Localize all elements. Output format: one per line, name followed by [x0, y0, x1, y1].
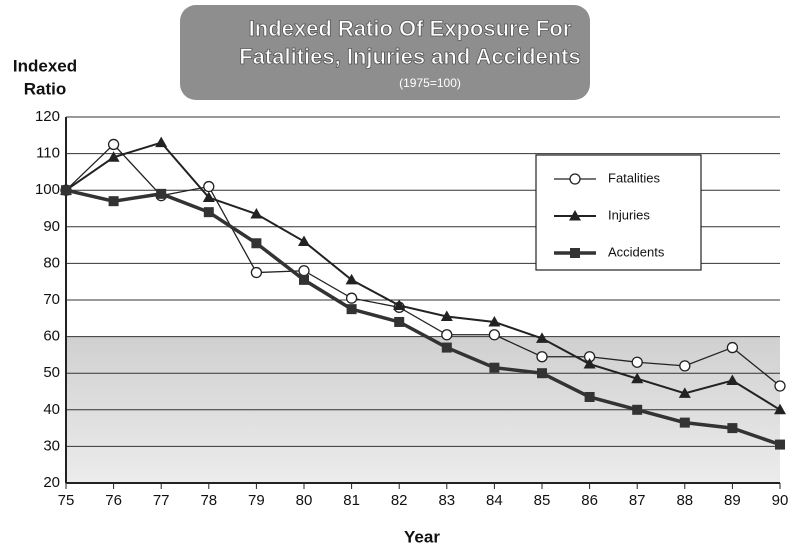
point: [569, 210, 581, 221]
point: [632, 404, 643, 415]
point: [775, 439, 785, 450]
point: [61, 185, 71, 196]
y-tick-label: 80: [43, 254, 60, 271]
x-tick-label: 80: [296, 492, 313, 509]
point: [631, 372, 644, 384]
point: [251, 238, 262, 249]
point: [678, 387, 691, 398]
point: [488, 315, 501, 327]
point: [203, 180, 215, 193]
legend-label: Fatalities: [608, 170, 661, 185]
point: [250, 207, 263, 219]
chart-subtitle: (1975=100): [399, 76, 461, 90]
x-tick-label: 81: [343, 492, 360, 509]
x-tick-label: 85: [534, 492, 551, 509]
y-tick-label: 100: [35, 181, 60, 198]
point: [536, 332, 548, 343]
point: [774, 403, 786, 415]
series-line: [65, 143, 781, 387]
point: [298, 235, 310, 246]
point: [345, 292, 358, 304]
y-axis-title: Ratio: [24, 79, 67, 98]
point: [489, 362, 500, 373]
y-tick-label: 60: [43, 328, 60, 345]
point: [537, 368, 547, 379]
legend-label: Accidents: [608, 244, 665, 259]
chart-title: Fatalities, Injuries and Accidents: [239, 44, 581, 69]
point: [299, 274, 309, 285]
point: [298, 265, 310, 277]
point: [155, 136, 168, 148]
series-line: [65, 188, 781, 447]
point: [631, 356, 643, 368]
point: [584, 391, 595, 402]
point: [726, 341, 739, 354]
point: [345, 273, 358, 285]
point: [569, 173, 581, 185]
point: [107, 138, 120, 151]
point: [679, 417, 690, 428]
point: [156, 188, 167, 199]
x-tick-label: 78: [200, 492, 217, 509]
x-tick-label: 83: [438, 492, 455, 509]
x-tick-label: 90: [772, 492, 789, 509]
x-tick-label: 82: [391, 492, 408, 509]
x-tick-label: 75: [58, 492, 75, 509]
y-tick-label: 110: [36, 145, 60, 162]
point: [441, 329, 453, 341]
x-tick-label: 87: [629, 492, 646, 509]
point: [774, 380, 786, 392]
y-tick-label: 70: [43, 291, 60, 308]
legend-label: Injuries: [608, 207, 650, 222]
x-tick-label: 86: [581, 492, 598, 509]
y-tick-label: 120: [35, 108, 60, 125]
x-tick-label: 84: [486, 492, 503, 509]
y-tick-label: 90: [43, 218, 60, 235]
legend-box: [535, 154, 702, 271]
point: [393, 299, 406, 310]
y-tick-label: 50: [43, 364, 60, 381]
point: [203, 207, 214, 218]
x-axis-title: Year: [404, 527, 440, 546]
y-tick-label: 20: [43, 474, 60, 491]
point: [250, 266, 263, 279]
x-tick-label: 76: [105, 492, 122, 509]
point: [679, 360, 691, 372]
y-tick-label: 40: [43, 401, 60, 418]
point: [107, 151, 120, 162]
x-tick-label: 89: [724, 492, 741, 509]
point: [570, 248, 580, 258]
point: [727, 423, 738, 434]
point: [583, 358, 596, 369]
series-line: [65, 141, 781, 411]
y-tick-label: 30: [43, 437, 60, 454]
y-axis-title: Indexed: [13, 56, 77, 75]
point: [346, 304, 357, 315]
point: [488, 329, 501, 341]
point: [726, 374, 739, 386]
point: [108, 196, 119, 207]
point: [536, 351, 548, 363]
point: [202, 191, 215, 203]
title-box: [180, 5, 590, 100]
point: [440, 310, 453, 321]
chart-title: Indexed Ratio Of Exposure For: [249, 16, 572, 41]
x-tick-label: 79: [248, 492, 265, 509]
x-tick-label: 88: [676, 492, 693, 509]
point: [394, 316, 405, 327]
point: [441, 342, 452, 353]
x-tick-label: 77: [153, 492, 170, 509]
